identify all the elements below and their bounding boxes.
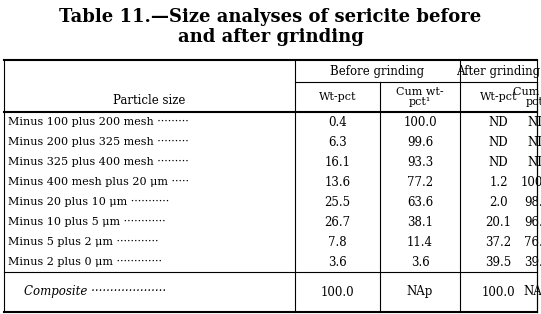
Text: Minus 20 plus 10 μm ···········: Minus 20 plus 10 μm ··········· xyxy=(8,197,169,207)
Text: Minus 325 plus 400 mesh ·········: Minus 325 plus 400 mesh ········· xyxy=(8,157,189,167)
Text: Cum wt-
pct¹: Cum wt- pct¹ xyxy=(513,87,541,107)
Text: 26.7: 26.7 xyxy=(325,215,351,229)
Text: 76.7: 76.7 xyxy=(524,236,541,248)
Text: NAp: NAp xyxy=(407,285,433,299)
Text: 100.0: 100.0 xyxy=(403,116,437,128)
Text: 3.6: 3.6 xyxy=(328,256,347,268)
Text: ND: ND xyxy=(527,116,541,128)
Text: 100.0: 100.0 xyxy=(520,176,541,188)
Text: Composite ····················: Composite ···················· xyxy=(24,285,166,299)
Text: 20.1: 20.1 xyxy=(485,215,511,229)
Text: 16.1: 16.1 xyxy=(325,155,351,169)
Text: ND: ND xyxy=(489,155,509,169)
Text: After grinding: After grinding xyxy=(457,64,540,78)
Text: Minus 2 plus 0 μm ·············: Minus 2 plus 0 μm ············· xyxy=(8,257,162,267)
Text: 39.5: 39.5 xyxy=(524,256,541,268)
Text: Wt-pct: Wt-pct xyxy=(319,92,357,102)
Text: 38.1: 38.1 xyxy=(407,215,433,229)
Text: 25.5: 25.5 xyxy=(325,196,351,208)
Text: 7.8: 7.8 xyxy=(328,236,347,248)
Text: 3.6: 3.6 xyxy=(411,256,430,268)
Text: Particle size: Particle size xyxy=(113,95,186,107)
Text: NAp: NAp xyxy=(524,285,541,299)
Text: Minus 400 mesh plus 20 μm ·····: Minus 400 mesh plus 20 μm ····· xyxy=(8,177,189,187)
Text: Before grinding: Before grinding xyxy=(331,64,425,78)
Text: 2.0: 2.0 xyxy=(489,196,508,208)
Text: 6.3: 6.3 xyxy=(328,136,347,149)
Text: 98.8: 98.8 xyxy=(524,196,541,208)
Text: Minus 200 plus 325 mesh ·········: Minus 200 plus 325 mesh ········· xyxy=(8,137,189,147)
Text: 11.4: 11.4 xyxy=(407,236,433,248)
Text: 39.5: 39.5 xyxy=(485,256,512,268)
Text: 1.2: 1.2 xyxy=(489,176,508,188)
Text: and after grinding: and after grinding xyxy=(177,28,364,46)
Text: Table 11.—Size analyses of sericite before: Table 11.—Size analyses of sericite befo… xyxy=(60,8,481,26)
Text: ND: ND xyxy=(527,136,541,149)
Text: ND: ND xyxy=(489,136,509,149)
Text: Minus 100 plus 200 mesh ·········: Minus 100 plus 200 mesh ········· xyxy=(8,117,189,127)
Text: 63.6: 63.6 xyxy=(407,196,433,208)
Text: Wt-pct: Wt-pct xyxy=(480,92,517,102)
Text: 13.6: 13.6 xyxy=(325,176,351,188)
Text: 93.3: 93.3 xyxy=(407,155,433,169)
Text: 99.6: 99.6 xyxy=(407,136,433,149)
Text: Cum wt-
pct¹: Cum wt- pct¹ xyxy=(396,87,444,107)
Text: 37.2: 37.2 xyxy=(485,236,512,248)
Text: 77.2: 77.2 xyxy=(407,176,433,188)
Text: 100.0: 100.0 xyxy=(481,285,516,299)
Text: Minus 10 plus 5 μm ············: Minus 10 plus 5 μm ············ xyxy=(8,217,166,227)
Text: ND: ND xyxy=(489,116,509,128)
Text: ND: ND xyxy=(527,155,541,169)
Text: 0.4: 0.4 xyxy=(328,116,347,128)
Text: 100.0: 100.0 xyxy=(321,285,354,299)
Text: Minus 5 plus 2 μm ············: Minus 5 plus 2 μm ············ xyxy=(8,237,159,247)
Text: 96.8: 96.8 xyxy=(524,215,541,229)
